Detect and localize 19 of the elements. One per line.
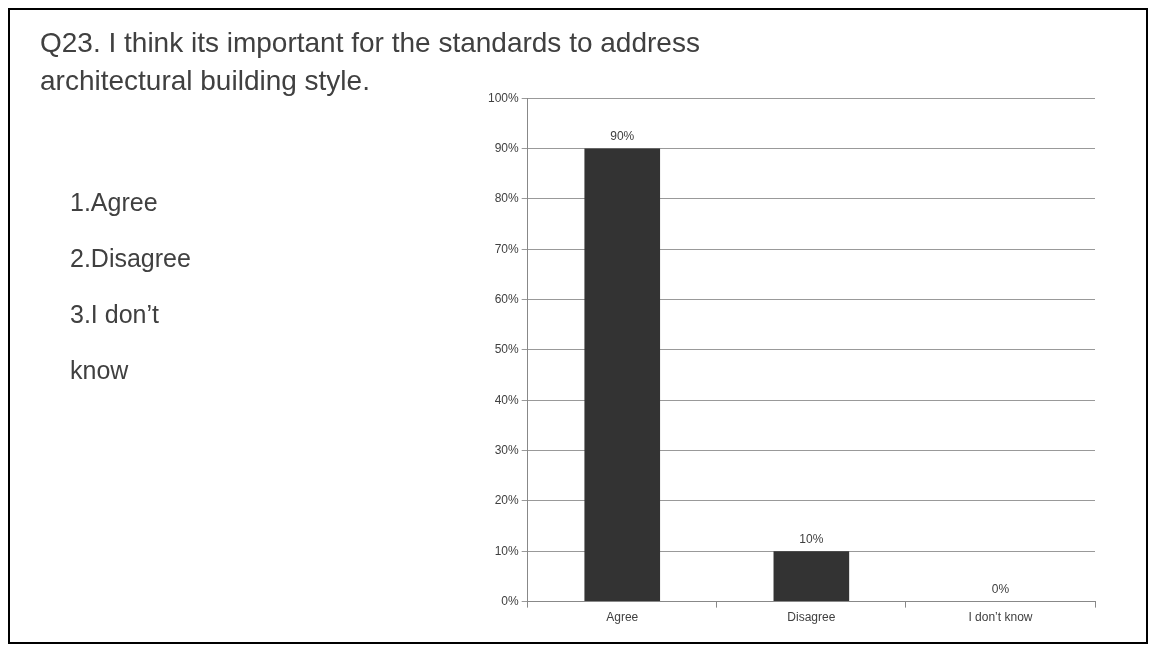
x-tick-label: Disagree [787,610,836,625]
y-tick-label: 20% [494,493,520,508]
data-label: 90% [610,128,635,143]
text: 3.I don’t know [70,299,160,386]
text: 1.Agree [70,187,159,218]
text: 2.Disagree [70,243,192,274]
y-tick-label: 10% [494,543,520,558]
y-tick-label: 90% [494,140,520,155]
x-tick-label: Agree [606,610,639,625]
data-label: 0% [991,581,1010,596]
x-tick-label: I don’t know [968,610,1033,625]
y-tick-label: 40% [494,392,520,407]
y-tick-label: 30% [494,442,520,457]
y-tick-label: 50% [494,342,520,357]
y-tick-label: 70% [494,241,520,256]
y-tick-label: 60% [494,291,520,306]
y-tick-label: 80% [494,191,520,206]
y-tick-label: 0% [501,593,520,608]
data-label: 10% [799,531,824,546]
